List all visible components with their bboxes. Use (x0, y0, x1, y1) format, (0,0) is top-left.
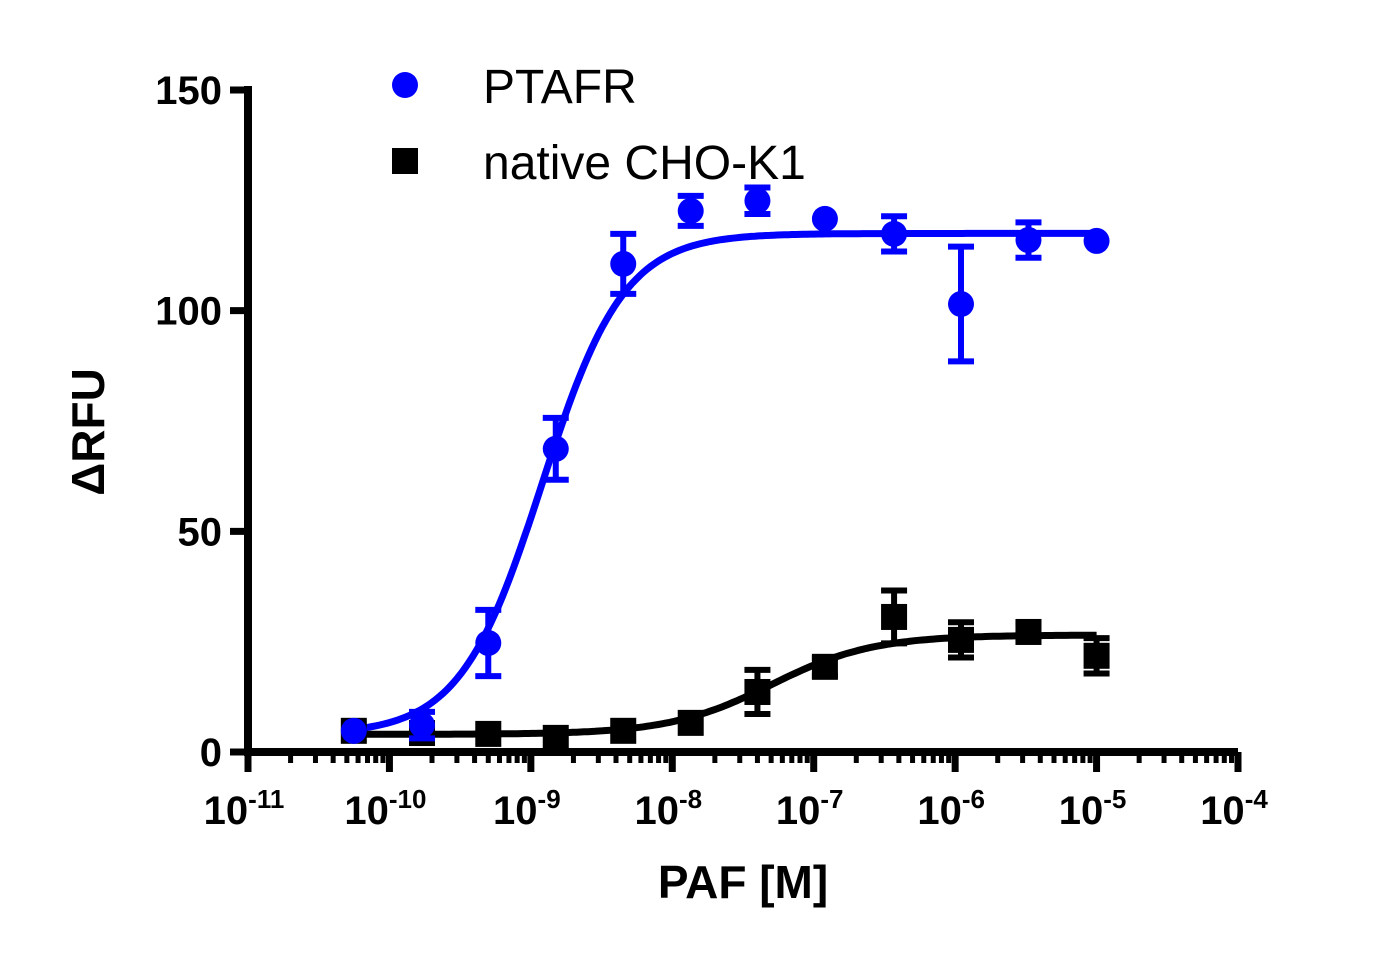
data-points (340, 184, 1110, 751)
x-tick-label: 10-9 (493, 784, 561, 833)
data-point (1015, 227, 1042, 254)
data-point (947, 626, 974, 653)
data-point (744, 187, 771, 214)
fit-curve-0 (353, 229, 1097, 733)
y-tick-label: 100 (155, 290, 222, 334)
legend-label: PTAFR (483, 61, 637, 114)
data-point (475, 720, 502, 747)
y-tick-label: 50 (178, 510, 223, 554)
x-axis-label: PAF [M] (658, 856, 828, 908)
x-tick-label: 10-4 (1200, 784, 1268, 833)
legend-marker (392, 148, 418, 174)
data-point (542, 435, 569, 462)
data-point (1083, 642, 1110, 669)
data-point (677, 197, 704, 224)
y-tick-label: 0 (200, 731, 222, 775)
data-point (881, 603, 908, 630)
fit-curve-1 (353, 631, 1097, 738)
data-point (610, 250, 637, 277)
axes: 0 50 100 150 10-11 10-10 10-9 10-8 10-7 10-6 10-5 1… (155, 69, 1268, 833)
data-point (409, 712, 436, 739)
data-point (542, 724, 569, 751)
x-tick-label: 10-5 (1059, 784, 1127, 833)
data-point (811, 653, 838, 680)
x-tick-label: 10-6 (917, 784, 985, 833)
data-point (811, 205, 838, 232)
legend-label: native CHO-K1 (483, 137, 806, 190)
data-point (475, 629, 502, 656)
data-point (1083, 227, 1110, 254)
legend: PTAFR native CHO-K1 (392, 61, 806, 190)
x-tick-label: 10-11 (204, 784, 285, 833)
y-axis-label: ΔRFU (62, 368, 114, 496)
x-tick-label: 10-10 (344, 784, 426, 833)
x-tick-label: 10-8 (634, 784, 702, 833)
data-point (1015, 618, 1042, 645)
data-point (744, 678, 771, 705)
data-point (881, 220, 908, 247)
data-point (947, 291, 974, 318)
data-point (610, 717, 637, 744)
data-point (340, 717, 367, 744)
data-point (677, 709, 704, 736)
legend-marker (392, 72, 418, 98)
x-tick-label: 10-7 (776, 784, 844, 833)
fit-curves (353, 229, 1097, 738)
y-tick-label: 150 (155, 69, 222, 113)
